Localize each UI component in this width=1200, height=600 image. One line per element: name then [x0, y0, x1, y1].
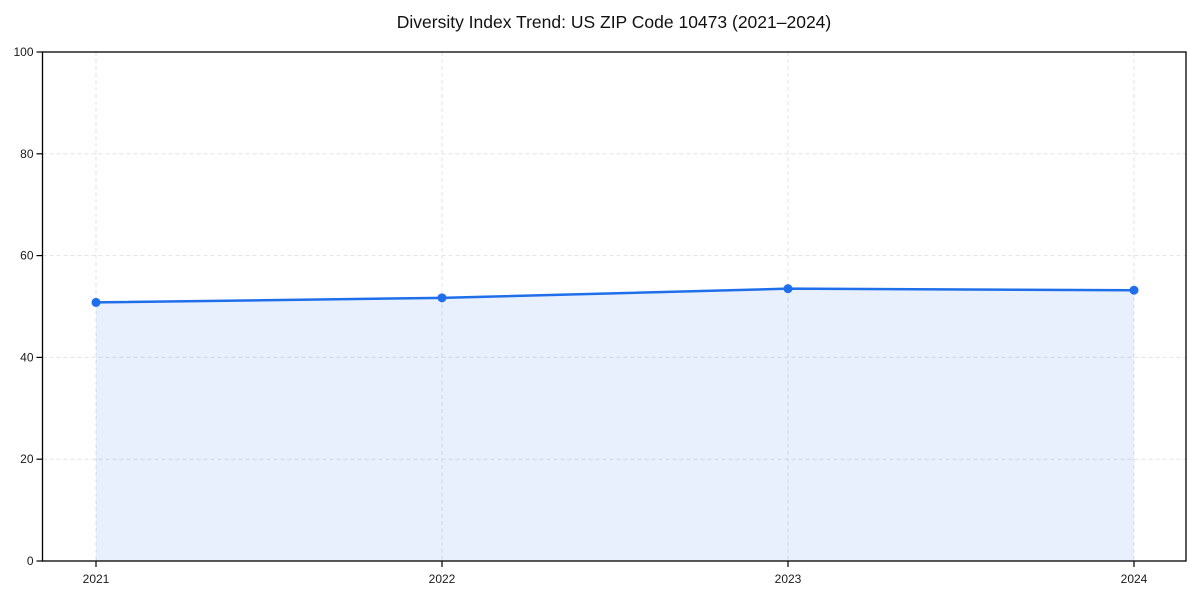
- trend-line-group: [91, 284, 1139, 307]
- y-tick-label: 20: [20, 452, 34, 466]
- data-point-2022: [437, 293, 447, 303]
- y-tick-label: 80: [20, 147, 34, 161]
- y-tick-label: 40: [20, 350, 34, 364]
- x-tick-label: 2022: [429, 572, 456, 586]
- data-point-2024: [1129, 285, 1139, 295]
- y-tick-label: 0: [27, 554, 34, 568]
- x-tick-label: 2024: [1121, 572, 1148, 586]
- axes-group: 0 20 40 60 80 100 2021 2022 2023 2024: [13, 45, 1187, 586]
- data-point-2021: [91, 297, 101, 307]
- y-tick-label: 100: [13, 45, 33, 59]
- y-tick-label: 60: [20, 249, 34, 263]
- data-point-2023: [783, 284, 793, 294]
- x-tick-label: 2021: [83, 572, 110, 586]
- chart-title: Diversity Index Trend: US ZIP Code 10473…: [397, 12, 832, 32]
- area-fill-group: [96, 288, 1134, 561]
- area-fill: [96, 288, 1134, 561]
- trend-line: [94, 287, 1136, 304]
- x-tick-label: 2023: [775, 572, 802, 586]
- plot-border: [41, 51, 1187, 562]
